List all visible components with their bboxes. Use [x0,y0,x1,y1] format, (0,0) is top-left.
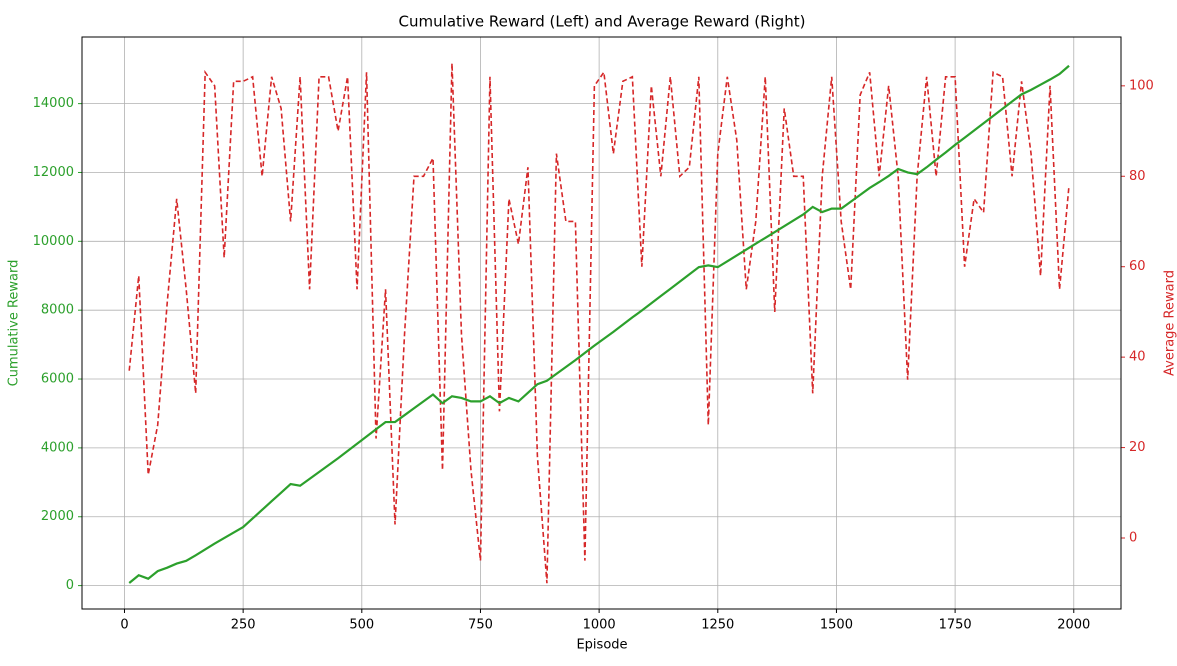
x-tick-label: 250 [231,618,256,633]
plot-frame [82,37,1121,609]
x-tick-label: 500 [349,618,374,633]
y-tick-label: 2000 [41,509,74,524]
y2-tick-label: 60 [1129,259,1146,274]
y2-tick-label: 100 [1129,78,1154,93]
x-tick-label: 1250 [701,618,734,633]
x-tick-label: 2000 [1057,618,1090,633]
y2-tick-label: 0 [1129,531,1137,546]
y-tick-label: 12000 [33,165,74,180]
x-tick-label: 1500 [820,618,853,633]
y-tick-label: 14000 [33,96,74,111]
y2-axis-label: Average Reward [1163,270,1177,376]
x-axis-label: Episode [576,638,627,653]
y-tick-label: 4000 [41,440,74,455]
y2-tick-label: 80 [1129,169,1146,184]
x-tick-label: 1000 [583,618,616,633]
y-tick-label: 10000 [33,234,74,249]
x-tick-label: 0 [120,618,128,633]
chart-title: Cumulative Reward (Left) and Average Rew… [399,13,806,31]
x-tick-label: 1750 [939,618,972,633]
y2-tick-label: 40 [1129,350,1146,365]
y-axis-label: Cumulative Reward [7,260,22,387]
y-tick-label: 6000 [41,372,74,387]
y-tick-label: 8000 [41,303,74,318]
x-tick-label: 750 [468,618,493,633]
y-tick-label: 0 [66,578,74,593]
y2-tick-label: 20 [1129,440,1146,455]
